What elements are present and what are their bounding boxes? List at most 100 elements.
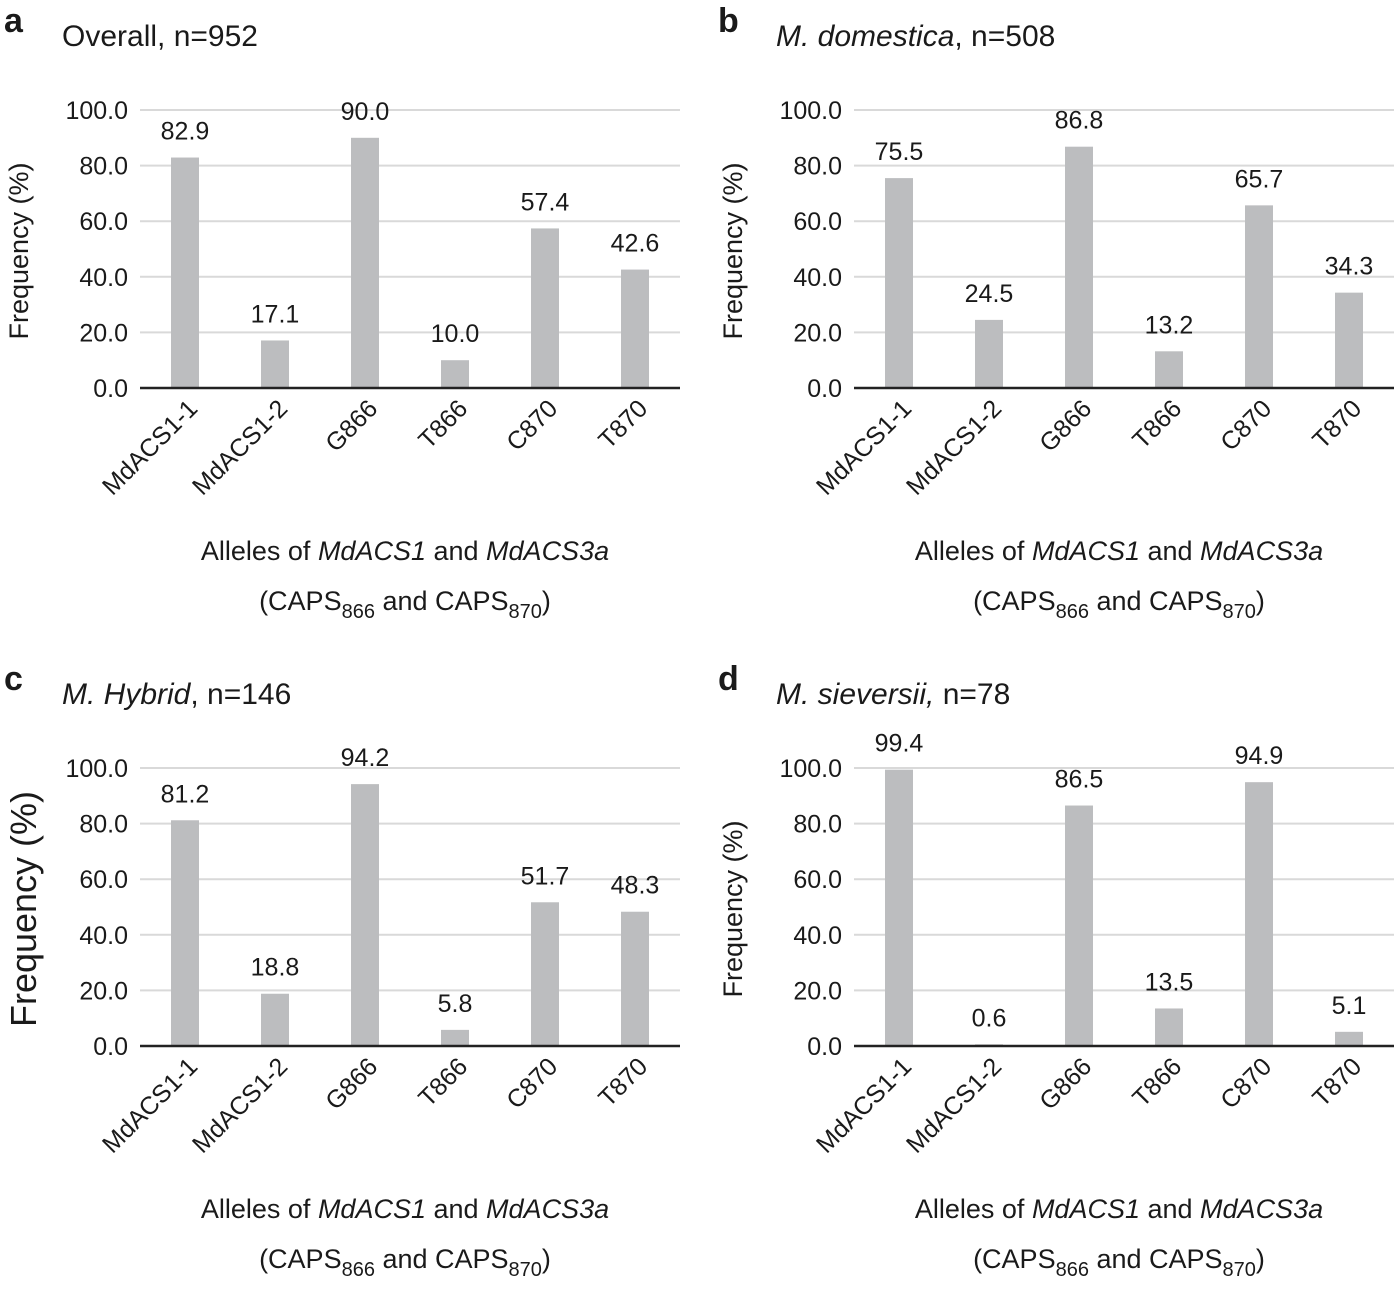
data-label: 0.6 xyxy=(972,1004,1007,1032)
data-label: 81.2 xyxy=(161,780,210,808)
bar-G866 xyxy=(1065,805,1093,1046)
data-label: 57.4 xyxy=(521,188,570,216)
x-axis-label-line2: (CAPS866 and CAPS870) xyxy=(973,586,1265,623)
panel-b: b M. domestica, n=508 0.0 20.0 40.0 60.0 80.0 1… xyxy=(718,2,1394,623)
data-label: 10.0 xyxy=(431,320,480,348)
x-tick-label: T866 xyxy=(413,1052,473,1112)
x-axis-label-line2: (CAPS866 and CAPS870) xyxy=(973,1244,1265,1281)
y-axis-label: Frequency (%) xyxy=(4,162,34,339)
data-label: 5.1 xyxy=(1332,992,1367,1020)
y-axis-label: Frequency (%) xyxy=(3,791,44,1027)
x-tick-label: T866 xyxy=(1127,394,1187,454)
chart-title: M. domestica, n=508 xyxy=(776,20,1055,53)
bar-G866 xyxy=(351,137,379,388)
data-label: 82.9 xyxy=(161,118,210,146)
x-axis-label-line1: Alleles of MdACS1 and MdACS3a xyxy=(201,536,609,566)
x-tick-label: T866 xyxy=(413,394,473,454)
y-tick-label: 60.0 xyxy=(79,866,128,894)
y-tick-label: 80.0 xyxy=(793,811,842,839)
y-axis-label: Frequency (%) xyxy=(718,162,748,339)
panel-letter: c xyxy=(4,660,23,698)
data-label: 86.8 xyxy=(1055,107,1104,135)
bar-MdACS1-1 xyxy=(885,769,913,1046)
y-tick-label: 0.0 xyxy=(93,375,128,403)
bar-T870 xyxy=(1335,292,1363,388)
x-tick-label: T870 xyxy=(593,394,653,454)
x-axis-label-line2: (CAPS866 and CAPS870) xyxy=(259,1244,551,1281)
x-tick-label: T870 xyxy=(1307,394,1367,454)
chart-title: M. sieversii, n=78 xyxy=(776,678,1010,711)
y-tick-label: 20.0 xyxy=(79,319,128,347)
x-axis-label-line2: (CAPS866 and CAPS870) xyxy=(259,586,551,623)
x-axis-label-line1: Alleles of MdACS1 and MdACS3a xyxy=(201,1194,609,1224)
chart-title: Overall, n=952 xyxy=(62,20,258,53)
y-tick-label: 0.0 xyxy=(807,1033,842,1061)
y-tick-label: 80.0 xyxy=(79,153,128,181)
data-label: 48.3 xyxy=(611,872,660,900)
data-label: 24.5 xyxy=(965,280,1014,308)
bar-G866 xyxy=(1065,146,1093,388)
bar-T866 xyxy=(1155,1008,1183,1046)
bar-T866 xyxy=(441,1029,469,1046)
data-label: 86.5 xyxy=(1055,766,1104,794)
panel-letter: b xyxy=(718,2,739,40)
y-tick-label: 80.0 xyxy=(793,153,842,181)
data-label: 51.7 xyxy=(521,862,570,890)
y-tick-label: 0.0 xyxy=(93,1033,128,1061)
x-tick-label: G866 xyxy=(1034,1052,1097,1115)
x-tick-label: MdACS1-1 xyxy=(97,1052,203,1158)
data-label: 17.1 xyxy=(251,300,300,328)
bar-MdACS1-1 xyxy=(171,157,199,388)
bar-MdACS1-1 xyxy=(171,820,199,1046)
x-tick-label: C870 xyxy=(1215,1052,1277,1114)
x-tick-label: G866 xyxy=(320,394,383,457)
x-tick-label: MdACS1-1 xyxy=(97,394,203,500)
y-tick-label: 40.0 xyxy=(79,922,128,950)
data-label: 5.8 xyxy=(438,990,473,1018)
data-label: 94.9 xyxy=(1235,742,1284,770)
y-tick-label: 80.0 xyxy=(79,811,128,839)
x-tick-label: MdACS1-2 xyxy=(187,394,293,500)
bar-MdACS1-2 xyxy=(261,993,289,1046)
y-tick-label: 60.0 xyxy=(79,208,128,236)
x-tick-label: C870 xyxy=(1215,394,1277,456)
data-label: 13.2 xyxy=(1145,311,1194,339)
data-label: 90.0 xyxy=(341,98,390,126)
y-tick-label: 100.0 xyxy=(65,755,128,783)
bar-MdACS1-2 xyxy=(975,319,1003,388)
y-tick-label: 100.0 xyxy=(65,97,128,125)
bar-T866 xyxy=(441,360,469,388)
x-tick-label: MdACS1-2 xyxy=(901,394,1007,500)
y-tick-label: 40.0 xyxy=(79,264,128,292)
data-label: 65.7 xyxy=(1235,165,1284,193)
bar-T870 xyxy=(1335,1031,1363,1046)
data-label: 42.6 xyxy=(611,230,660,258)
x-tick-label: MdACS1-1 xyxy=(811,1052,917,1158)
bar-G866 xyxy=(351,784,379,1046)
bar-T870 xyxy=(621,911,649,1046)
bar-C870 xyxy=(1245,205,1273,388)
panel-a: a Overall, n=952 0.0 20.0 40.0 60.0 80.0 100.0 8… xyxy=(4,2,680,623)
x-tick-label: C870 xyxy=(501,394,563,456)
data-label: 18.8 xyxy=(251,954,300,982)
data-label: 99.4 xyxy=(875,730,924,758)
x-axis-label-line1: Alleles of MdACS1 and MdACS3a xyxy=(915,1194,1323,1224)
y-tick-label: 40.0 xyxy=(793,922,842,950)
x-axis-label-line1: Alleles of MdACS1 and MdACS3a xyxy=(915,536,1323,566)
y-tick-label: 40.0 xyxy=(793,264,842,292)
bar-C870 xyxy=(531,902,559,1046)
y-tick-label: 20.0 xyxy=(79,977,128,1005)
y-tick-label: 60.0 xyxy=(793,866,842,894)
bar-C870 xyxy=(531,228,559,388)
x-tick-label: G866 xyxy=(1034,394,1097,457)
panel-d: d M. sieversii, n=78 0.0 20.0 40.0 60.0 80.0 10… xyxy=(718,660,1394,1281)
x-tick-label: MdACS1-1 xyxy=(811,394,917,500)
y-tick-label: 100.0 xyxy=(779,755,842,783)
data-label: 75.5 xyxy=(875,138,924,166)
data-label: 13.5 xyxy=(1145,968,1194,996)
y-axis-label: Frequency (%) xyxy=(718,820,748,997)
panel-letter: d xyxy=(718,660,739,698)
x-tick-label: MdACS1-2 xyxy=(187,1052,293,1158)
data-label: 34.3 xyxy=(1325,253,1374,281)
x-tick-label: G866 xyxy=(320,1052,383,1115)
